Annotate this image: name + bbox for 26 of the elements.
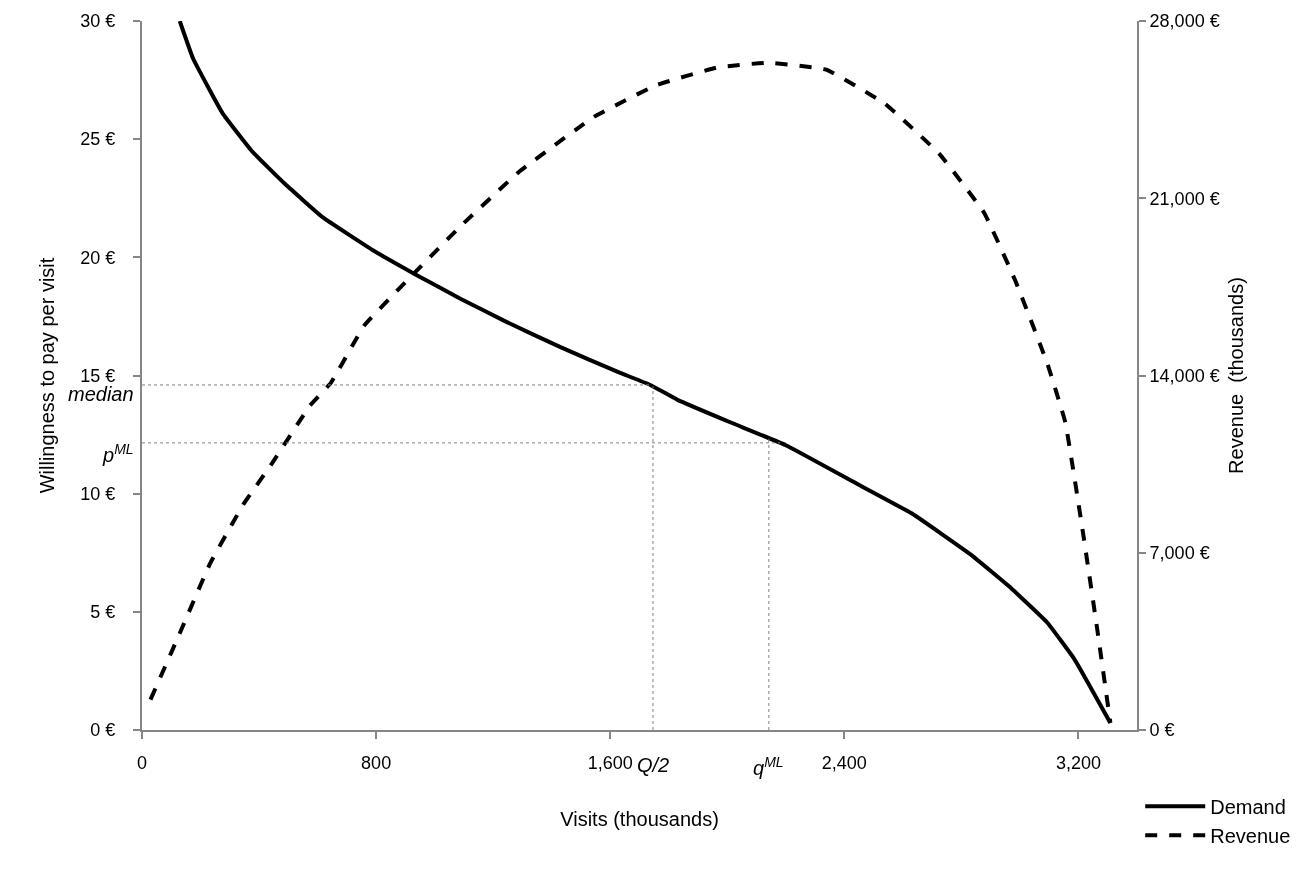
y-tick-label: 25 € [80, 129, 116, 150]
ref-line-label: q$^{ML}$ [753, 754, 784, 780]
x-axis-title: Visits (thousands) [560, 807, 719, 830]
y2-tick-label: 21,000 € [1149, 188, 1220, 209]
ref-line-label: Q/2 [637, 754, 670, 776]
y-tick-label: 10 € [80, 483, 116, 504]
y2-tick-label: 28,000 € [1149, 11, 1220, 32]
ref-line-label: median [68, 383, 134, 405]
y2-tick-label: 14,000 € [1149, 365, 1220, 386]
x-tick-label: 1,600 [587, 752, 633, 773]
y2-tick-label: 0 € [1149, 720, 1175, 741]
legend-label: Demand [1210, 796, 1286, 819]
ref-line-label: p$^{ML}$ [102, 441, 134, 467]
y2-tick-label: 7,000 € [1149, 543, 1210, 564]
y-tick-label: 0 € [90, 720, 116, 741]
x-tick-label: 2,400 [821, 752, 867, 773]
y-tick-label: 15 € [80, 365, 116, 386]
y-tick-label: 20 € [80, 247, 116, 268]
x-tick-label: 0 [136, 752, 148, 773]
y-tick-label: 30 € [80, 11, 116, 32]
y-tick-label: 5 € [90, 602, 116, 623]
y2-axis-title: Revenue (thousands) [1224, 277, 1247, 474]
x-tick-label: 3,200 [1055, 752, 1101, 773]
y-axis-title: Willingness to pay per visit [36, 257, 59, 494]
legend-label: Revenue [1210, 825, 1291, 848]
x-tick-label: 800 [361, 752, 392, 773]
